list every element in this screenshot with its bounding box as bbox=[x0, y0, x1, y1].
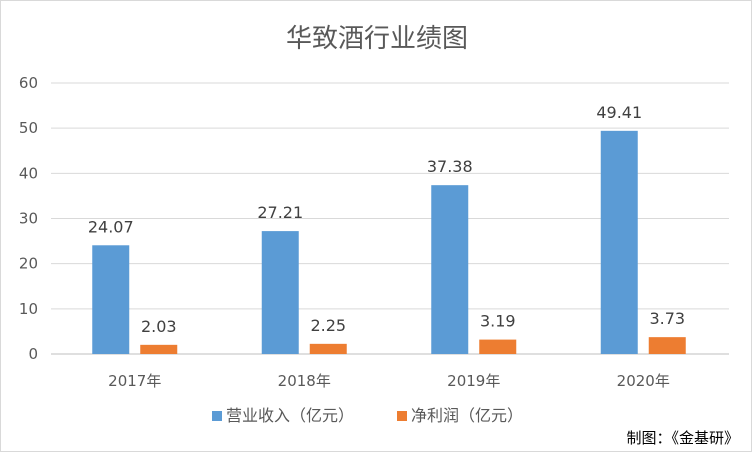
data-labels: 24.07 2.03 27.21 2.25 37.38 3.19 49.41 3.73 bbox=[88, 103, 685, 336]
legend-label: 净利润（亿元） bbox=[411, 406, 523, 425]
bar-revenue bbox=[600, 130, 638, 354]
bar-revenue bbox=[431, 185, 469, 354]
bar-profit bbox=[309, 343, 347, 354]
legend-swatch bbox=[397, 411, 407, 421]
y-axis: 0 10 20 30 40 50 60 bbox=[19, 74, 38, 363]
data-label: 24.07 bbox=[88, 217, 134, 236]
bars bbox=[92, 130, 686, 354]
y-tick-label: 30 bbox=[19, 210, 38, 228]
bar-revenue bbox=[261, 231, 299, 354]
data-label: 3.19 bbox=[480, 312, 516, 331]
y-tick-label: 20 bbox=[19, 255, 38, 273]
bar-profit bbox=[479, 339, 517, 354]
data-label: 3.73 bbox=[649, 309, 685, 328]
y-tick-label: 40 bbox=[19, 164, 38, 182]
legend: 营业收入（亿元） 净利润（亿元） bbox=[212, 406, 523, 425]
bar-profit bbox=[648, 337, 686, 354]
gridlines bbox=[51, 82, 729, 355]
bar-revenue bbox=[92, 245, 130, 354]
x-tick-label: 2018年 bbox=[278, 372, 331, 390]
y-tick-label: 60 bbox=[19, 74, 38, 92]
data-label: 2.03 bbox=[141, 317, 177, 336]
x-axis: 2017年 2018年 2019年 2020年 bbox=[108, 372, 670, 390]
legend-label: 营业收入（亿元） bbox=[226, 406, 354, 425]
x-tick-label: 2020年 bbox=[617, 372, 670, 390]
bar-profit bbox=[140, 344, 178, 354]
y-tick-label: 50 bbox=[19, 119, 38, 137]
data-label: 49.41 bbox=[596, 103, 642, 122]
y-tick-label: 10 bbox=[19, 300, 38, 318]
chart-title: 华致酒行业绩图 bbox=[286, 24, 468, 54]
credit-text: 制图：《金基研》 bbox=[626, 429, 739, 447]
x-tick-label: 2019年 bbox=[447, 372, 500, 390]
data-label: 2.25 bbox=[310, 316, 346, 335]
data-label: 37.38 bbox=[427, 157, 473, 176]
x-tick-label: 2017年 bbox=[108, 372, 161, 390]
y-tick-label: 0 bbox=[28, 345, 38, 363]
data-label: 27.21 bbox=[257, 203, 303, 222]
legend-swatch bbox=[212, 411, 222, 421]
